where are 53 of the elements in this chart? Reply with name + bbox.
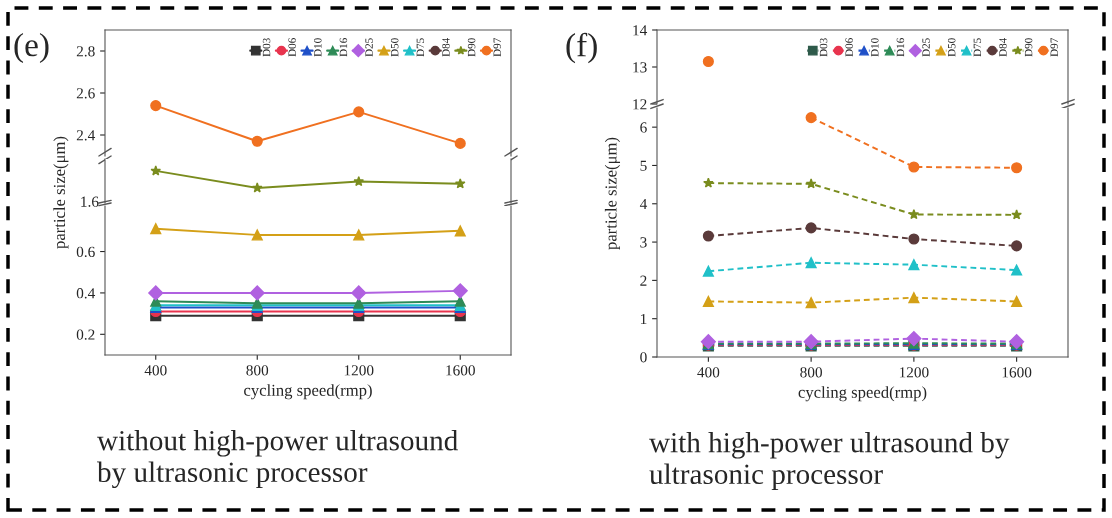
legend-label: D75 (416, 38, 425, 57)
legend-label: D75 (973, 38, 982, 57)
x-tick-label: 400 (144, 365, 167, 376)
y-tick-label: 2.4 (76, 130, 96, 141)
legend-label: D25 (922, 38, 930, 57)
legend-label: D84 (442, 37, 450, 57)
x-axis-title: cycling speed(rmp) (798, 386, 927, 402)
legend-label: D97 (1050, 38, 1058, 57)
x-tick-label: 800 (246, 365, 269, 376)
y-tick-label: 2.8 (76, 46, 95, 57)
legend-label: D90 (1024, 38, 1033, 57)
legend-label: D10 (871, 38, 879, 57)
y-tick-label: 6 (640, 122, 647, 133)
y-tick-label: 5 (640, 160, 647, 171)
x-tick-label: 1200 (344, 365, 374, 376)
legend-label: D50 (947, 38, 956, 57)
legend-label: D97 (493, 38, 501, 57)
y-tick-label: 2.6 (76, 88, 95, 99)
text: 1.6 (81, 196, 99, 207)
y-axis-title: particle size(μm) (53, 136, 69, 249)
x-tick-label: 1600 (1002, 367, 1032, 378)
y-tick-label: 0.6 (76, 246, 95, 258)
y-axis-title: particle size(μm) (604, 137, 621, 250)
y-tick-label: 0.4 (76, 288, 96, 299)
x-tick-label: 800 (800, 367, 822, 378)
y-tick-label: 4 (639, 199, 648, 210)
x-tick-label: 1600 (446, 365, 475, 376)
legend-label: D10 (314, 38, 322, 57)
y-tick-label: 0.2 (76, 329, 95, 340)
legend-label: D25 (365, 38, 373, 57)
legend-label: D16 (896, 38, 905, 57)
x-axis-title: cycling speed(rmp) (244, 384, 372, 400)
text: (e) (14, 32, 49, 64)
legend-label: D16 (339, 38, 348, 57)
legend-label: D50 (390, 38, 399, 57)
legend-label: D06 (288, 38, 296, 57)
text: with high-power ultrasound by ultrasonic processor (649, 432, 1010, 491)
legend-label: D03 (819, 38, 828, 57)
x-tick-label: 1200 (899, 367, 929, 378)
y-tick-label: 1 (640, 313, 647, 324)
y-tick-label: 2 (640, 275, 647, 286)
y-tick-label: 3 (640, 237, 647, 248)
y-tick-label: 13 (633, 62, 647, 73)
legend-label: D03 (262, 38, 271, 57)
legend-label: D06 (845, 38, 853, 57)
y-tick-label: 12 (633, 99, 647, 110)
legend-label: D90 (467, 38, 476, 57)
x-tick-label: 400 (697, 367, 720, 378)
text: (f) (566, 32, 597, 64)
text: without high-power ultrasound by ultrasonic processor (97, 430, 458, 489)
y-tick-label: 14 (633, 25, 648, 36)
y-tick-label: 0 (640, 352, 647, 363)
legend-label: D84 (999, 37, 1007, 57)
